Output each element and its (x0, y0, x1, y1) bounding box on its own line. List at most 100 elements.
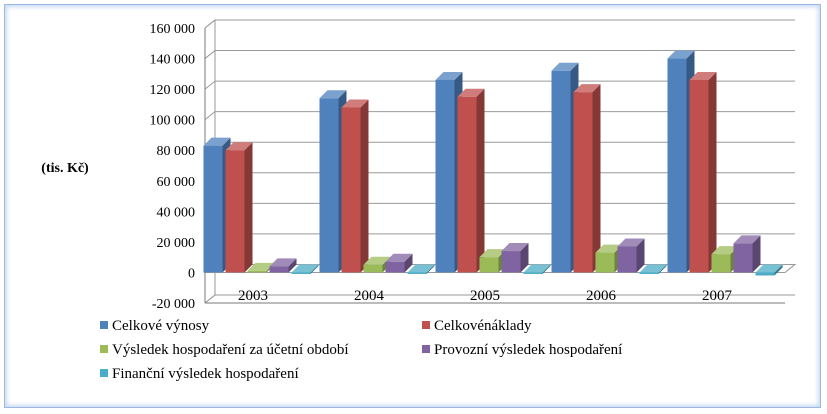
y-tick-label: 120 000 (150, 83, 196, 98)
bar-front (595, 252, 615, 273)
bar-top (501, 243, 529, 252)
y-tick-label: 60 000 (157, 175, 196, 190)
bar-front (385, 261, 405, 273)
bar-top (341, 99, 369, 108)
legend-item: Celkové výnosy (100, 318, 210, 334)
y-tick-label: 160 000 (150, 22, 196, 37)
bar (755, 264, 783, 276)
bar-top (457, 88, 485, 97)
bar (341, 99, 369, 273)
wall-gridline (204, 80, 216, 90)
bar-front (689, 79, 709, 273)
bar (639, 264, 667, 274)
bar-front (407, 272, 427, 274)
bar-top (733, 235, 761, 244)
bar-top (551, 62, 579, 71)
x-tick-label: 2003 (238, 288, 268, 304)
bar-side (708, 71, 717, 273)
bar (501, 243, 529, 273)
bar-front (203, 145, 223, 273)
bar-side (520, 243, 529, 273)
x-tick-label: 2007 (702, 288, 733, 304)
bar-top (247, 262, 275, 271)
bar-side (426, 264, 435, 274)
bar (407, 264, 435, 274)
bar (225, 142, 253, 273)
bar-front (435, 79, 455, 273)
legend-swatch (100, 345, 108, 353)
legend-label: Celkové výnosy (112, 318, 210, 334)
bar (617, 238, 645, 273)
x-tick-label: 2005 (470, 288, 500, 304)
bar-top (435, 71, 463, 80)
legend-swatch (422, 345, 430, 353)
bar-top (363, 256, 391, 265)
bar-side (774, 264, 783, 276)
bar-front (479, 257, 499, 273)
wall-gridline (204, 294, 216, 304)
bar-top (203, 137, 231, 146)
bar-side (658, 264, 667, 274)
legend-label: Celkovénáklady (434, 318, 532, 334)
bar-top (291, 264, 319, 273)
legend-swatch (100, 321, 108, 329)
y-tick-label: 100 000 (150, 114, 196, 129)
bar-front (457, 96, 477, 273)
bar-front (711, 254, 731, 273)
legend-item: Celkovénáklady (422, 318, 532, 334)
bar-top (667, 50, 695, 59)
y-tick-label: -20 000 (152, 297, 195, 312)
bar-front (363, 264, 383, 273)
legend-label: Finanční výsledek hospodaření (112, 366, 299, 382)
legend-label: Výsledek hospodaření za účetní období (112, 342, 349, 358)
bar-side (244, 142, 253, 273)
bar-side (404, 253, 413, 273)
wall-gridline (204, 111, 216, 121)
y-axis-label: (tis. Kč) (41, 161, 89, 176)
bar-side (476, 88, 485, 273)
wall-gridline (204, 50, 216, 59)
bar-top (385, 253, 413, 262)
bar-top (407, 264, 435, 273)
y-tick-label: 40 000 (157, 205, 196, 220)
bar-top (711, 246, 739, 255)
bar-front (291, 272, 311, 274)
bar-top (639, 264, 667, 273)
legend-item: Provozní výsledek hospodaření (422, 342, 622, 358)
bar-front (501, 251, 521, 273)
bar-front (755, 272, 775, 276)
bar-top (269, 258, 297, 267)
bar-front (639, 272, 659, 274)
x-tick-label: 2004 (354, 288, 385, 304)
bar-side (636, 238, 645, 273)
bar (573, 84, 601, 273)
legend-label: Provozní výsledek hospodaření (434, 342, 622, 358)
bar-top (225, 142, 253, 151)
bar-front (523, 272, 543, 274)
bar-side (360, 99, 369, 273)
bar (291, 264, 319, 274)
bar-top (755, 264, 783, 273)
bar-front (733, 243, 753, 273)
bar-side (288, 258, 297, 273)
bar-top (595, 244, 623, 253)
y-tick-label: 20 000 (157, 236, 196, 251)
chart-frame (4, 4, 821, 408)
legend-item: Finanční výsledek hospodaření (100, 366, 299, 382)
bar (523, 264, 551, 274)
bar-side (310, 264, 319, 274)
bar-top (573, 84, 601, 93)
bar-front (617, 246, 637, 273)
bar-top (479, 249, 507, 258)
bar-front (247, 270, 267, 273)
bar-front (551, 70, 571, 273)
bar (595, 244, 623, 273)
legend-swatch (422, 321, 430, 329)
bar-side (752, 235, 761, 273)
bar-front (667, 58, 687, 273)
bar-front (225, 150, 245, 273)
bar (457, 88, 485, 273)
legend-item: Výsledek hospodaření za účetní období (100, 342, 349, 358)
bar-top (523, 264, 551, 273)
